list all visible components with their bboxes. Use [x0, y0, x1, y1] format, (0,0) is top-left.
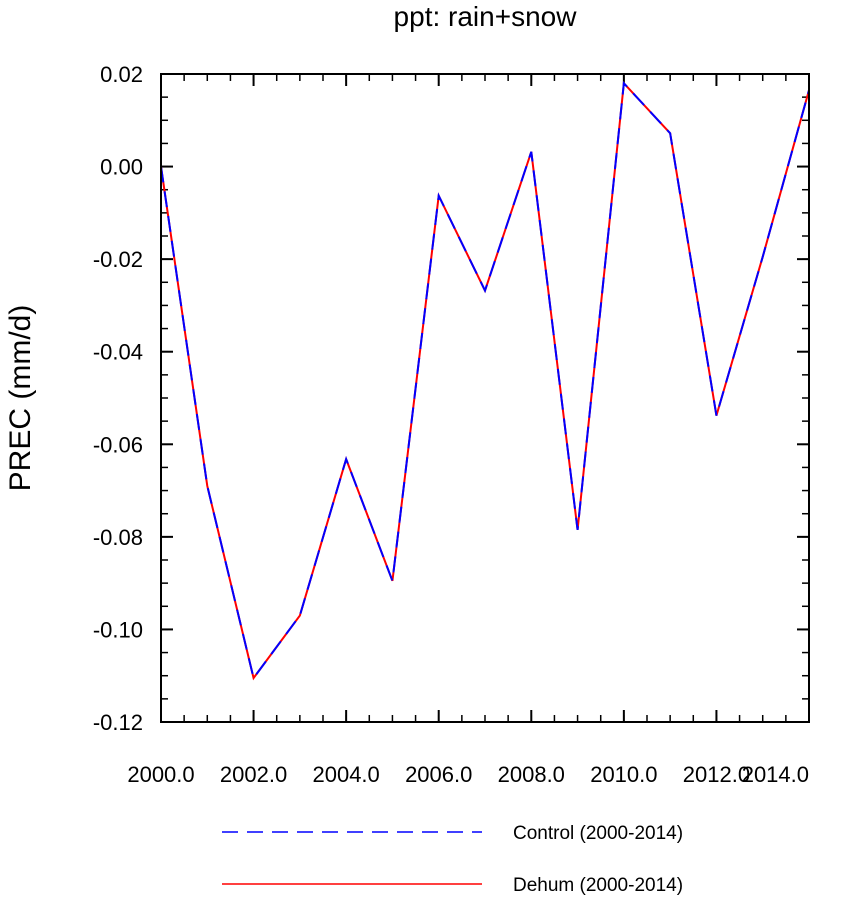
series-line-dehum: [160, 80, 810, 681]
axis-ticks: 2000.0 2002.0 2004.0 2006.0 2008.0 2010.0 2012…: [93, 62, 810, 787]
y-tick-label: -0.06: [93, 432, 143, 457]
y-tick-label: -0.10: [93, 617, 143, 642]
x-tick-label: 2004.0: [312, 762, 379, 787]
y-tick-label: 0.00: [100, 155, 143, 180]
x-tick-label: 2012.0: [683, 762, 750, 787]
y-tick-label: -0.02: [93, 247, 143, 272]
chart-title: ppt: rain+snow: [394, 1, 578, 32]
series-lines: [160, 80, 810, 681]
legend: Control (2000-2014) Dehum (2000-2014): [222, 823, 683, 896]
x-tick-label: 2002.0: [220, 762, 287, 787]
x-tick-label: 2010.0: [590, 762, 657, 787]
legend-label-control: Control (2000-2014): [513, 823, 683, 844]
x-tick-label: 2006.0: [405, 762, 472, 787]
y-tick-label: -0.04: [93, 340, 143, 365]
x-tick-label: 2014.0: [742, 762, 809, 787]
plot-frame: [160, 73, 810, 723]
series-line-control: [160, 80, 810, 681]
y-tick-label: -0.12: [93, 710, 143, 735]
y-tick-label: -0.08: [93, 525, 143, 550]
legend-label-dehum: Dehum (2000-2014): [513, 875, 683, 896]
y-axis-label: PREC (mm/d): [4, 305, 37, 492]
x-tick-label: 2008.0: [498, 762, 565, 787]
y-tick-label: 0.02: [100, 62, 143, 87]
x-tick-label: 2000.0: [127, 762, 194, 787]
